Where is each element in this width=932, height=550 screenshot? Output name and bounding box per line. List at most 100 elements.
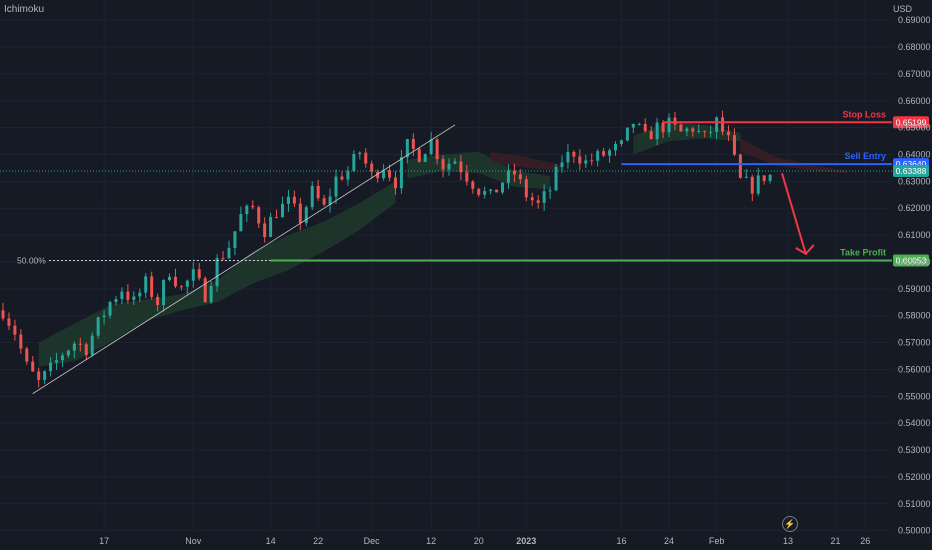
- candle-body: [566, 152, 570, 163]
- candle-body: [191, 269, 195, 281]
- candle-body: [227, 247, 231, 259]
- candle-body: [221, 258, 225, 260]
- candle-body: [150, 276, 154, 297]
- candle-body: [179, 286, 183, 288]
- y-tick-label: 0.56000: [898, 364, 931, 374]
- current-price-badge: [893, 164, 929, 177]
- forecast-arrow: [781, 173, 807, 255]
- cloud-bear: [740, 138, 848, 174]
- candle-body: [614, 143, 618, 151]
- y-tick-label: 0.68000: [898, 42, 931, 52]
- trend-line: [32, 124, 456, 394]
- x-tick-label: 22: [313, 536, 323, 546]
- candle-body: [762, 175, 766, 181]
- candle-body: [144, 276, 148, 293]
- candle-body: [625, 127, 629, 141]
- candle-body: [31, 361, 35, 372]
- candle-body: [233, 231, 237, 248]
- candle-body: [310, 185, 314, 208]
- candle-body: [388, 170, 392, 178]
- candle-body: [667, 117, 671, 133]
- x-tick-label: 20: [474, 536, 484, 546]
- candle-body: [257, 207, 261, 224]
- candle-body: [96, 317, 100, 336]
- candle-body: [138, 292, 142, 297]
- candle-body: [536, 200, 540, 203]
- candle-body: [548, 190, 552, 192]
- y-tick-label: 0.60000: [898, 257, 931, 267]
- candle-body: [280, 203, 284, 218]
- candle-body: [619, 140, 623, 144]
- candle-body: [84, 344, 88, 356]
- candle-body: [120, 291, 124, 300]
- candle-body: [732, 135, 736, 155]
- candle-body: [661, 122, 665, 133]
- candle-body: [554, 166, 558, 191]
- lightning-icon[interactable]: ⚡: [782, 516, 798, 532]
- y-axis: 0.69000 0.68000 0.67000 0.66000 0.65000 0.640…: [898, 15, 931, 536]
- candle-body: [518, 174, 522, 180]
- y-tick-label: 0.69000: [898, 15, 931, 25]
- candle-body: [655, 122, 659, 140]
- x-tick-label: 12: [426, 536, 436, 546]
- candle-body: [542, 191, 546, 203]
- candle-body: [530, 197, 534, 201]
- candle-body: [108, 302, 112, 316]
- candle-body: [292, 196, 296, 204]
- candle-body: [13, 325, 17, 335]
- candle-body: [441, 159, 445, 170]
- candle-body: [453, 161, 457, 164]
- candle-body: [691, 128, 695, 132]
- price-badge-text: 0.63640: [896, 159, 927, 169]
- candle-body: [203, 278, 207, 303]
- candle-body: [768, 175, 772, 181]
- x-tick-label: 14: [266, 536, 276, 546]
- candle-body: [209, 286, 213, 303]
- candle-body: [506, 170, 510, 183]
- candle-body: [304, 207, 308, 224]
- candle-body: [162, 280, 166, 306]
- candle-body: [269, 216, 273, 237]
- candle-body: [590, 160, 594, 162]
- candle-body: [608, 150, 612, 156]
- candle-body: [7, 318, 11, 326]
- candle-body: [370, 163, 374, 172]
- candle-body: [495, 189, 499, 193]
- candle-body: [649, 131, 653, 140]
- x-axis: 17 Nov 14 22 Dec 12 20 2023 16 24 Feb 13 21 26: [99, 536, 870, 546]
- x-tick-label: Dec: [364, 536, 381, 546]
- candle-body: [477, 188, 481, 195]
- y-tick-label: 0.67000: [898, 69, 931, 79]
- indicator-label[interactable]: Ichimoku: [4, 4, 45, 15]
- candle-body: [19, 334, 23, 349]
- y-tick-label: 0.63000: [898, 176, 931, 186]
- x-tick-label: 17: [99, 536, 109, 546]
- y-tick-label: 0.59000: [898, 284, 931, 294]
- candle-body: [584, 160, 588, 164]
- candle-body: [602, 151, 606, 156]
- x-tick-label: 26: [860, 536, 870, 546]
- candle-body: [1, 310, 5, 319]
- candle-body: [756, 175, 760, 194]
- x-tick-label: 21: [831, 536, 841, 546]
- candle-body: [524, 179, 528, 198]
- current-price-text: 0.63388: [896, 166, 927, 176]
- y-tick-label: 0.57000: [898, 338, 931, 348]
- candle-body: [405, 139, 409, 158]
- candle-body: [132, 296, 136, 300]
- candle-body: [471, 181, 475, 189]
- candle-body: [447, 163, 451, 170]
- level-label: Take Profit: [840, 248, 886, 258]
- candle-body: [465, 172, 469, 182]
- candle-body: [429, 139, 433, 155]
- candle-body: [501, 182, 505, 193]
- cloud-bear: [490, 151, 562, 171]
- forecast-arrow-head: [795, 244, 815, 256]
- candle-body: [578, 156, 582, 164]
- candle-body: [322, 198, 326, 205]
- candle-body: [43, 371, 47, 380]
- candle-body: [703, 130, 707, 132]
- candle-body: [55, 360, 59, 363]
- candle-body: [631, 123, 635, 128]
